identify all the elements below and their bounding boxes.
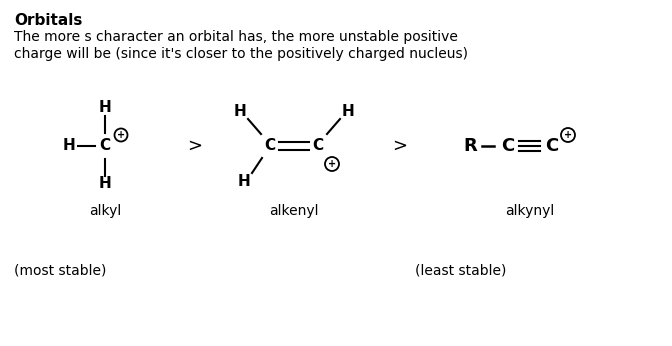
Text: C: C [312, 138, 323, 154]
Text: H: H [238, 173, 251, 189]
Text: C: C [265, 138, 276, 154]
Text: H: H [234, 103, 247, 118]
Text: C: C [501, 137, 515, 155]
Text: alkyl: alkyl [89, 204, 121, 218]
Text: alkynyl: alkynyl [505, 204, 554, 218]
Text: +: + [564, 130, 572, 140]
Text: (most stable): (most stable) [14, 264, 106, 278]
Text: C: C [99, 138, 111, 154]
Text: The more s character an orbital has, the more unstable positive: The more s character an orbital has, the… [14, 30, 458, 44]
Text: H: H [99, 100, 112, 116]
Text: alkenyl: alkenyl [269, 204, 319, 218]
Text: +: + [117, 130, 125, 140]
Text: >: > [187, 137, 202, 155]
Text: (least stable): (least stable) [415, 264, 507, 278]
Text: H: H [341, 103, 354, 118]
Text: H: H [62, 138, 75, 154]
Text: >: > [392, 137, 407, 155]
Text: charge will be (since it's closer to the positively charged nucleus): charge will be (since it's closer to the… [14, 47, 468, 61]
Text: H: H [99, 176, 112, 191]
Text: C: C [546, 137, 558, 155]
Text: +: + [328, 159, 336, 169]
Text: Orbitals: Orbitals [14, 13, 83, 28]
Text: R: R [463, 137, 477, 155]
